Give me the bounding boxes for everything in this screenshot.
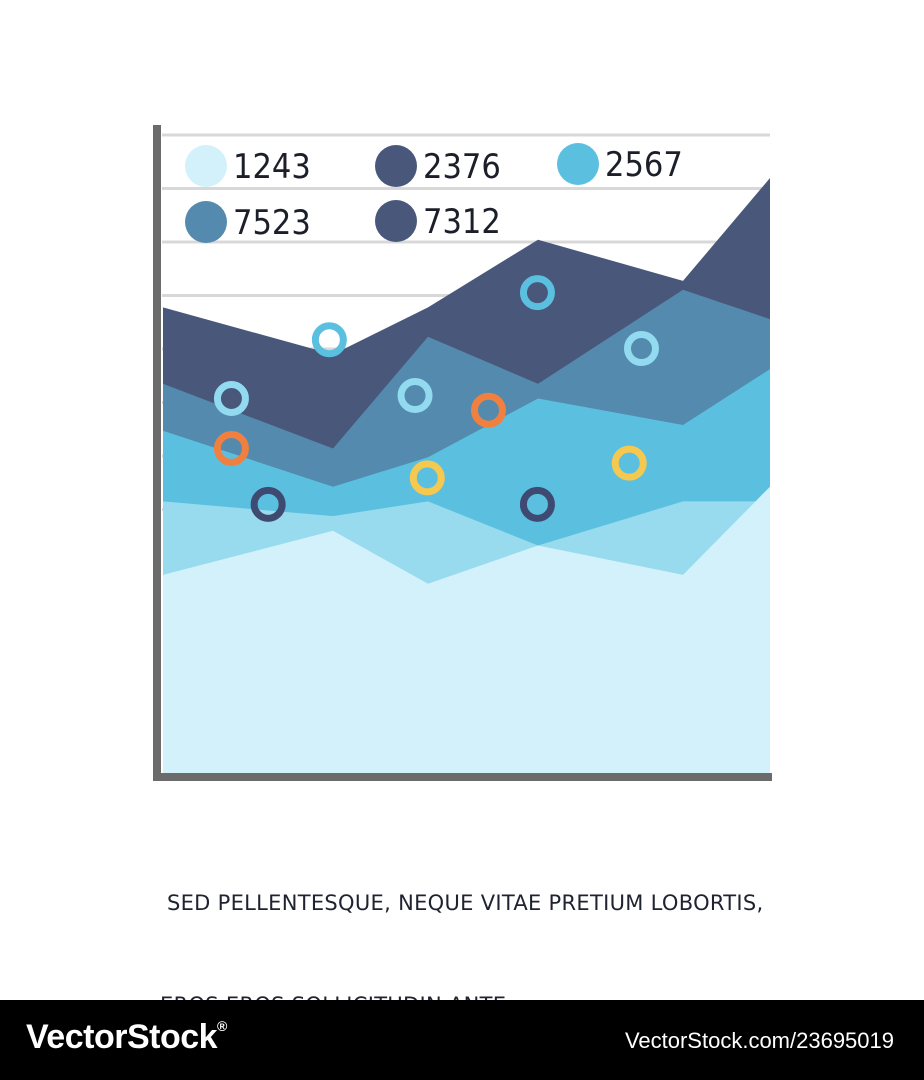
legend-label-4: 7523 — [233, 203, 311, 243]
legend-label-5: 7312 — [423, 202, 501, 242]
data-point-marker — [213, 430, 249, 466]
data-point-marker — [250, 486, 286, 522]
data-point-marker — [213, 381, 249, 416]
data-point-marker — [311, 322, 347, 358]
data-point-marker — [397, 378, 433, 414]
caption-line-1: SED PELLENTESQUE, NEQUE VITAE PRETIUM LO… — [160, 891, 764, 915]
y-axis — [153, 125, 161, 781]
legend-swatch-4 — [185, 201, 227, 243]
legend-swatch-5 — [375, 200, 417, 242]
x-axis — [153, 773, 772, 781]
data-point-marker — [519, 275, 555, 311]
legend-label-1: 1243 — [233, 147, 311, 187]
data-point-marker — [611, 445, 647, 481]
data-point-marker — [623, 331, 659, 367]
legend-swatch-2 — [375, 145, 417, 187]
data-point-marker — [519, 486, 555, 522]
legend-label-3: 2567 — [605, 145, 683, 185]
legend-label-2: 2376 — [423, 147, 501, 187]
area-chart: 1243 2376 2567 7523 7312 — [153, 125, 772, 781]
data-point-marker — [470, 392, 506, 428]
data-point-marker — [409, 460, 445, 496]
legend-swatch-1 — [185, 145, 227, 187]
legend-swatch-3 — [557, 143, 599, 185]
area-series-5 — [163, 486, 770, 773]
watermark-footer: VectorStock® VectorStock.com/23695019 — [0, 1000, 924, 1080]
image-id: VectorStock.com/23695019 — [624, 1028, 894, 1053]
vectorstock-logo: VectorStock® — [26, 1018, 227, 1056]
